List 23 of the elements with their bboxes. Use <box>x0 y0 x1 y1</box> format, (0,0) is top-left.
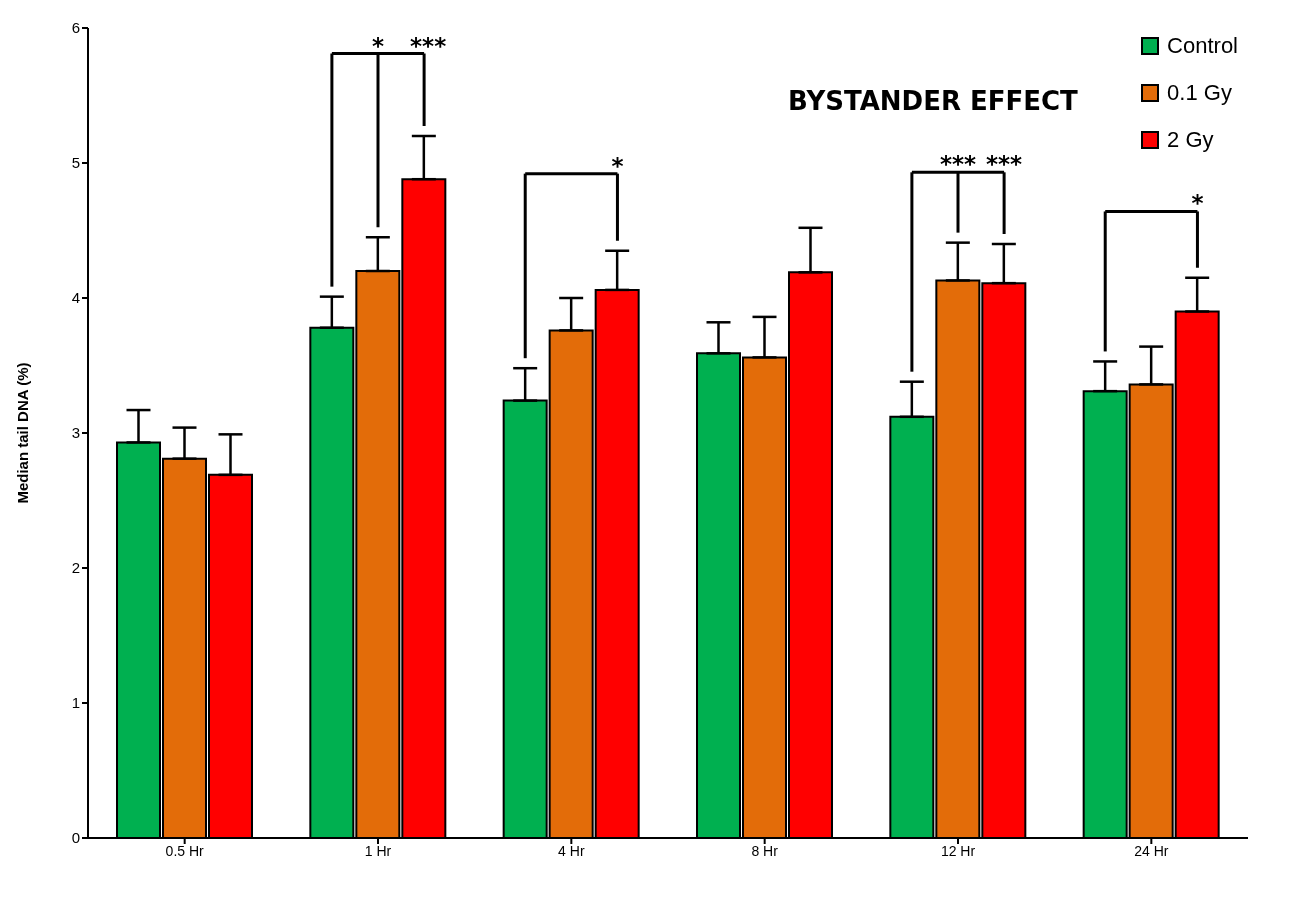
legend-label: 0.1 Gy <box>1167 79 1232 106</box>
y-tick-label: 6 <box>71 19 80 37</box>
y-tick-label: 1 <box>71 694 80 712</box>
legend-label: Control <box>1167 32 1238 59</box>
legend-label: 2 Gy <box>1167 126 1214 153</box>
x-tick-label: 1 Hr <box>364 842 392 859</box>
x-tick-label: 4 Hr <box>558 842 585 859</box>
annotation: * <box>611 152 624 179</box>
y-tick-label: 3 <box>71 424 80 442</box>
x-tick-label: 12 Hr <box>940 842 976 859</box>
annotation: *** <box>939 151 977 178</box>
annotation: *** <box>986 151 1023 178</box>
x-tick-label: 24 Hr <box>1134 842 1169 859</box>
annotation: * *** <box>371 32 447 59</box>
y-tick-label: 0 <box>71 829 80 847</box>
y-tick-label: 5 <box>71 154 80 172</box>
y-tick-label: 4 <box>71 289 80 307</box>
y-axis-title: Median tail DNA (%) <box>14 362 32 504</box>
x-tick-label: 8 Hr <box>751 842 779 859</box>
annotation: * <box>1191 190 1204 217</box>
x-tick-label: 0.5 Hr <box>165 842 205 859</box>
y-tick-label: 2 <box>71 559 80 577</box>
text: BYSTANDER EFFECT <box>788 86 1078 116</box>
